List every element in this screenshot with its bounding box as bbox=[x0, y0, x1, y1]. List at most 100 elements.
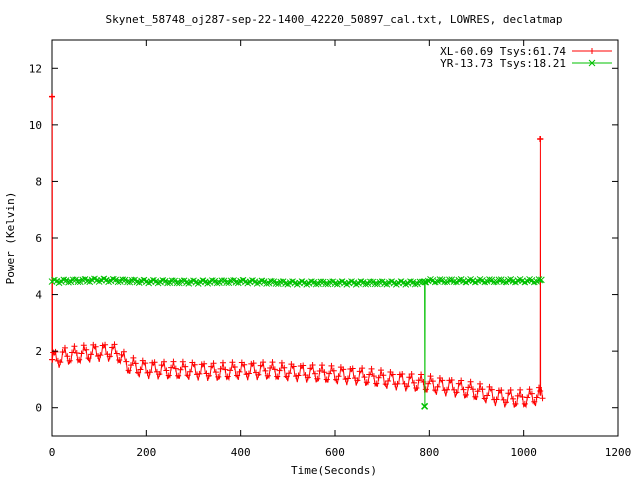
data-point bbox=[465, 384, 472, 391]
data-point bbox=[260, 359, 267, 366]
data-point bbox=[349, 365, 356, 372]
data-point bbox=[521, 400, 528, 407]
data-point bbox=[116, 357, 123, 364]
x-tick-label: 0 bbox=[49, 446, 56, 459]
data-point bbox=[407, 278, 414, 286]
y-tick-label: 2 bbox=[35, 345, 42, 358]
data-point bbox=[269, 359, 276, 366]
data-point bbox=[474, 388, 481, 395]
data-point bbox=[97, 352, 104, 359]
data-point bbox=[120, 348, 127, 355]
data-point bbox=[413, 384, 420, 391]
data-point bbox=[537, 388, 544, 395]
data-point bbox=[178, 277, 186, 285]
data-point bbox=[59, 348, 66, 355]
x-tick-label: 800 bbox=[419, 446, 439, 459]
data-point bbox=[74, 278, 82, 286]
data-point bbox=[277, 278, 285, 286]
data-point bbox=[403, 383, 410, 390]
data-point bbox=[165, 372, 172, 379]
data-point bbox=[168, 364, 175, 371]
data-point bbox=[512, 400, 519, 407]
data-point bbox=[224, 373, 231, 380]
x-tick-label: 1200 bbox=[605, 446, 632, 459]
data-point bbox=[281, 364, 288, 371]
data-point bbox=[309, 361, 316, 368]
data-point bbox=[317, 278, 325, 286]
data-point bbox=[330, 367, 337, 374]
data-point bbox=[274, 373, 281, 380]
legend-marker bbox=[589, 48, 595, 54]
data-point bbox=[319, 362, 326, 369]
data-point bbox=[444, 386, 451, 393]
data-point bbox=[219, 359, 226, 366]
data-point bbox=[446, 276, 453, 284]
data-point bbox=[394, 380, 401, 387]
data-point bbox=[111, 341, 118, 348]
data-point bbox=[175, 372, 182, 379]
data-point bbox=[458, 377, 465, 384]
data-point bbox=[209, 277, 216, 284]
data-point bbox=[85, 355, 92, 362]
data-point bbox=[213, 279, 221, 287]
data-point bbox=[411, 379, 418, 386]
data-point bbox=[533, 394, 540, 401]
data-point bbox=[535, 276, 543, 283]
data-point bbox=[524, 394, 531, 401]
data-point bbox=[105, 278, 112, 286]
data-point bbox=[507, 387, 514, 394]
data-point bbox=[367, 278, 374, 286]
data-point bbox=[186, 368, 193, 375]
data-point bbox=[267, 364, 274, 371]
data-point bbox=[453, 389, 460, 396]
data-point bbox=[363, 379, 370, 386]
data-point bbox=[205, 372, 212, 379]
spike-point bbox=[49, 93, 55, 100]
chart-title: Skynet_58748_oj287-sep-22-1400_42220_508… bbox=[106, 13, 563, 26]
data-point bbox=[146, 369, 153, 376]
data-point bbox=[109, 344, 116, 351]
data-point bbox=[322, 280, 329, 288]
data-point bbox=[538, 276, 545, 284]
data-point bbox=[432, 387, 439, 394]
data-point bbox=[441, 278, 449, 286]
data-point bbox=[179, 358, 186, 365]
data-point bbox=[262, 367, 269, 374]
data-point bbox=[357, 278, 365, 286]
data-point bbox=[311, 370, 318, 377]
data-point bbox=[290, 363, 297, 370]
data-point bbox=[184, 372, 191, 379]
data-point bbox=[340, 366, 347, 373]
data-point bbox=[208, 363, 215, 370]
data-point bbox=[385, 377, 392, 384]
data-point bbox=[135, 369, 142, 376]
data-point bbox=[113, 350, 120, 357]
data-point bbox=[510, 395, 517, 402]
data-point bbox=[425, 380, 432, 387]
data-point bbox=[380, 372, 387, 379]
data-point bbox=[71, 343, 78, 350]
data-point bbox=[376, 278, 384, 286]
data-point bbox=[399, 371, 406, 378]
data-point bbox=[172, 365, 179, 372]
data-point bbox=[57, 359, 64, 366]
data-point bbox=[467, 378, 474, 385]
data-point bbox=[286, 370, 293, 377]
legend-marker bbox=[588, 59, 596, 67]
data-point bbox=[258, 277, 266, 285]
dip-point bbox=[421, 402, 429, 410]
data-point bbox=[217, 365, 224, 372]
data-point bbox=[114, 278, 122, 286]
data-point bbox=[123, 358, 130, 365]
data-point bbox=[196, 370, 203, 377]
data-point bbox=[283, 373, 290, 380]
data-point bbox=[486, 276, 493, 283]
data-point bbox=[531, 398, 538, 405]
data-point bbox=[278, 359, 285, 366]
legend-label-xl: XL-60.69 Tsys:61.74 bbox=[440, 45, 566, 58]
data-point bbox=[61, 344, 68, 351]
data-point bbox=[359, 365, 366, 372]
data-point bbox=[469, 386, 476, 393]
data-point bbox=[142, 360, 149, 367]
